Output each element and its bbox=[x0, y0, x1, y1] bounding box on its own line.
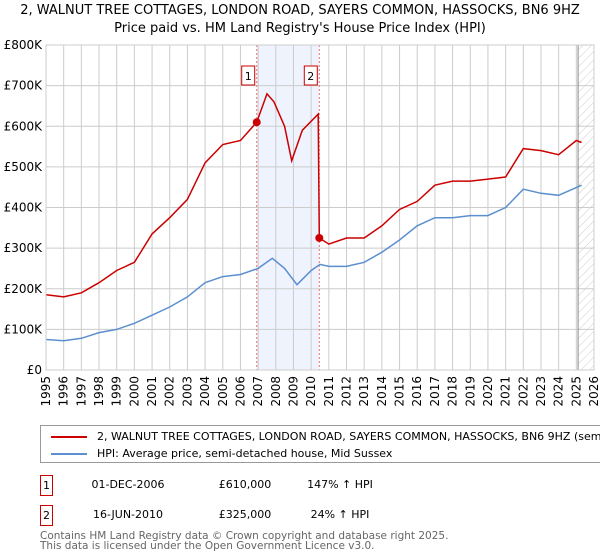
x-tick-label: 1997 bbox=[74, 376, 88, 407]
x-tick-label: 1996 bbox=[57, 376, 71, 407]
transaction-hpi: 147% ↑ HPI bbox=[307, 478, 373, 491]
x-tick-label: 2001 bbox=[145, 376, 159, 407]
x-tick-label: 2022 bbox=[516, 376, 530, 407]
sale-marker-label: 2 bbox=[307, 70, 314, 83]
x-tick-label: 2004 bbox=[198, 376, 212, 407]
legend-swatch-blue bbox=[51, 452, 87, 455]
transaction-price: £325,000 bbox=[218, 508, 272, 521]
transaction-price: £610,000 bbox=[218, 478, 272, 491]
transaction-date: 16-JUN-2010 bbox=[92, 508, 164, 521]
legend: 2, WALNUT TREE COTTAGES, LONDON ROAD, SA… bbox=[40, 425, 600, 463]
x-tick-label: 1995 bbox=[39, 376, 53, 407]
price-chart: 1995 1996 1997 1998 1999 2000 2001 2002 2003 2004… bbox=[4, 38, 600, 407]
transaction-number: 1 bbox=[40, 475, 53, 496]
x-tick-label: 2015 bbox=[393, 376, 407, 407]
sale-point bbox=[252, 118, 261, 127]
chart-title: 2, WALNUT TREE COTTAGES, LONDON ROAD, SA… bbox=[20, 3, 580, 18]
x-tick-label: 2023 bbox=[534, 376, 548, 407]
x-tick-label: 2016 bbox=[410, 376, 424, 407]
footer: Contains HM Land Registry data © Crown c… bbox=[40, 530, 449, 552]
legend-label: HPI: Average price, semi-detached house,… bbox=[97, 447, 393, 460]
legend-swatch-red bbox=[51, 435, 87, 438]
x-tick-label: 2002 bbox=[163, 376, 177, 407]
transaction-date: 01-DEC-2006 bbox=[91, 478, 165, 491]
x-tick-label: 1998 bbox=[92, 376, 106, 407]
x-tick-label: 2009 bbox=[286, 376, 300, 407]
x-tick-label: 2024 bbox=[552, 376, 566, 407]
property-series-line bbox=[45, 92, 582, 298]
x-tick-label: 2018 bbox=[446, 376, 460, 407]
sale-marker-box bbox=[303, 65, 318, 86]
y-tick-label: £300K bbox=[4, 241, 44, 255]
chart-subtitle: Price paid vs. HM Land Registry's House … bbox=[114, 21, 486, 36]
x-tick-label: 2013 bbox=[357, 376, 371, 407]
plot-border bbox=[45, 44, 595, 371]
footer-copyright: Contains HM Land Registry data © Crown c… bbox=[40, 530, 449, 542]
sale-marker-box bbox=[241, 65, 256, 86]
y-tick-label: £400K bbox=[4, 201, 44, 215]
x-tick-label: 2012 bbox=[340, 376, 354, 407]
transaction-number: 2 bbox=[40, 505, 53, 526]
x-tick-label: 2025 bbox=[569, 376, 583, 407]
x-tick-label: 2019 bbox=[463, 376, 477, 407]
legend-item-property: 2, WALNUT TREE COTTAGES, LONDON ROAD, SA… bbox=[51, 430, 600, 443]
x-tick-label: 2014 bbox=[375, 376, 389, 407]
transaction-hpi: 24% ↑ HPI bbox=[310, 508, 370, 521]
y-tick-label: £500K bbox=[4, 160, 44, 174]
y-tick-label: £0 bbox=[27, 363, 42, 377]
x-tick-label: 2005 bbox=[216, 376, 230, 407]
x-tick-label: 2003 bbox=[180, 376, 194, 407]
y-tick-label: £100K bbox=[4, 322, 44, 336]
x-tick-label: 2007 bbox=[251, 376, 265, 407]
y-tick-label: £200K bbox=[4, 282, 44, 296]
y-tick-label: £600K bbox=[4, 119, 44, 133]
sale-point bbox=[315, 233, 324, 242]
legend-label: 2, WALNUT TREE COTTAGES, LONDON ROAD, SA… bbox=[97, 430, 600, 443]
x-tick-label: 2020 bbox=[481, 376, 495, 407]
x-tick-label: 2010 bbox=[304, 376, 318, 407]
x-tick-label: 2026 bbox=[587, 376, 600, 407]
x-tick-label: 1999 bbox=[110, 376, 124, 407]
legend-item-hpi: HPI: Average price, semi-detached house,… bbox=[51, 447, 392, 460]
x-tick-label: 2021 bbox=[499, 376, 513, 407]
x-tick-label: 2000 bbox=[127, 376, 141, 407]
x-tick-label: 2006 bbox=[233, 376, 247, 407]
x-tick-label: 2017 bbox=[428, 376, 442, 407]
y-tick-label: £700K bbox=[4, 79, 44, 93]
sale-marker-label: 1 bbox=[245, 70, 252, 83]
x-tick-label: 2008 bbox=[269, 376, 283, 407]
y-tick-label: £800K bbox=[4, 38, 44, 52]
x-tick-label: 2011 bbox=[322, 376, 336, 407]
hpi-series-line bbox=[45, 184, 582, 342]
footer-licence: This data is licensed under the Open Gov… bbox=[40, 540, 375, 552]
